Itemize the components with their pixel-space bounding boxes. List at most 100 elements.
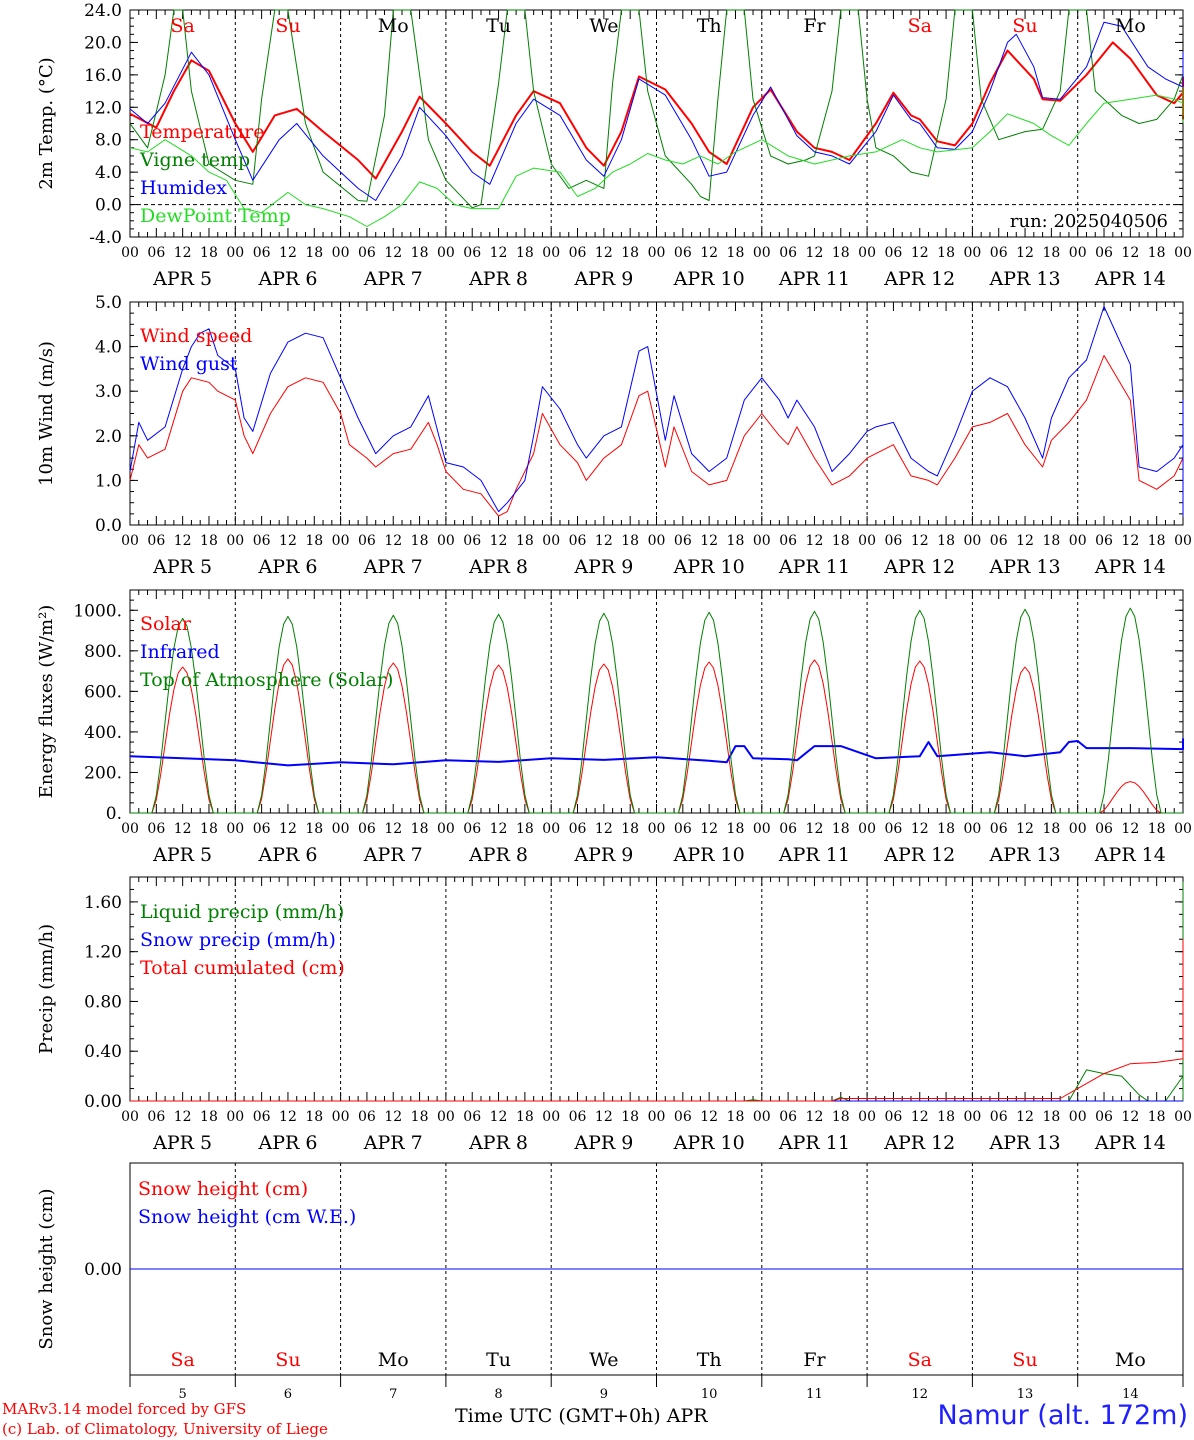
hour-label: 00 [437, 533, 455, 549]
hour-label: 00 [648, 821, 666, 837]
hour-label: 06 [358, 821, 376, 837]
hour-label: 12 [911, 245, 929, 261]
hour-label: 12 [384, 1109, 402, 1125]
hour-label: 00 [1069, 245, 1087, 261]
hour-label: 00 [648, 533, 666, 549]
day-name: Tu [486, 1349, 511, 1371]
day-name: We [589, 1349, 618, 1371]
hour-label: 18 [200, 533, 218, 549]
hour-label: 12 [174, 245, 192, 261]
hour-label: 12 [700, 533, 718, 549]
y-tick-label: 0.40 [84, 1042, 122, 1062]
date-label: APR 5 [152, 556, 212, 578]
hour-label: 12 [911, 533, 929, 549]
hour-label: 06 [463, 533, 481, 549]
hour-label: 06 [990, 245, 1008, 261]
date-number: 8 [494, 1387, 502, 1402]
date-number: 12 [911, 1387, 928, 1402]
y-axis-label: Snow height (cm) [36, 1188, 57, 1349]
hour-label: 18 [1042, 245, 1060, 261]
hour-label: 06 [1095, 821, 1113, 837]
hour-label: 12 [490, 245, 508, 261]
y-tick-label: 16.0 [84, 66, 122, 86]
hour-label: 12 [279, 533, 297, 549]
date-label: APR 10 [673, 844, 745, 866]
hour-label: 00 [332, 245, 350, 261]
hour-label: 18 [621, 1109, 639, 1125]
run-annotation: run: 2025040506 [1010, 211, 1168, 232]
y-tick-label: 4.0 [95, 163, 122, 183]
hour-label: 12 [384, 245, 402, 261]
date-label: APR 14 [1094, 1132, 1166, 1154]
legend-entry: Infrared [140, 641, 220, 663]
hour-label: 12 [806, 533, 824, 549]
y-tick-label: 2.0 [95, 427, 122, 447]
y-tick-label: 1.20 [84, 943, 122, 963]
day-name: Fr [803, 1349, 826, 1371]
date-number: 5 [179, 1387, 187, 1402]
date-label: APR 5 [152, 1132, 212, 1154]
day-name: We [589, 15, 618, 37]
day-name: Mo [1115, 15, 1146, 37]
hour-label: 06 [253, 821, 271, 837]
date-label: APR 13 [989, 268, 1061, 290]
hour-label: 06 [885, 245, 903, 261]
date-label: APR 9 [573, 1132, 633, 1154]
hour-label: 12 [1121, 1109, 1139, 1125]
y-tick-label: 12.0 [84, 98, 122, 118]
legend-entry: Vigne temp [139, 149, 250, 171]
hour-label: 12 [490, 821, 508, 837]
hour-label: 18 [1148, 821, 1166, 837]
hour-label: 18 [937, 245, 955, 261]
day-name: Th [697, 15, 722, 37]
date-label: APR 9 [573, 844, 633, 866]
hour-label: 06 [358, 1109, 376, 1125]
y-tick-label: 4.0 [95, 338, 122, 358]
hour-label: 00 [121, 245, 139, 261]
day-name: Sa [170, 15, 194, 37]
legend-entry: Top of Atmosphere (Solar) [140, 669, 393, 691]
hour-label: 00 [542, 245, 560, 261]
hour-label: 18 [516, 1109, 534, 1125]
series-line [129, 86, 1184, 227]
hour-label: 12 [1016, 1109, 1034, 1125]
date-label: APR 8 [468, 1132, 528, 1154]
hour-label: 00 [1069, 1109, 1087, 1125]
day-name: Su [1012, 15, 1037, 37]
hour-label: 00 [121, 1109, 139, 1125]
hour-label: 12 [595, 821, 613, 837]
chart-panel-4: 0.00 0.40 0.80 1.20 1.60 Precip (mm/h) 00 06 12 1… [36, 876, 1192, 1154]
panel-frame [129, 301, 1184, 526]
hour-label: 12 [1121, 245, 1139, 261]
hour-label: 12 [490, 1109, 508, 1125]
hour-label: 00 [332, 1109, 350, 1125]
day-name: Mo [378, 15, 409, 37]
legend-entry: Solar [140, 613, 192, 635]
date-label: APR 11 [778, 268, 850, 290]
hour-label: 18 [1042, 1109, 1060, 1125]
hour-label: 12 [384, 821, 402, 837]
hour-label: 06 [147, 821, 165, 837]
hour-label: 06 [463, 821, 481, 837]
hour-label: 06 [253, 245, 271, 261]
hour-label: 00 [753, 1109, 771, 1125]
hour-label: 12 [174, 821, 192, 837]
date-label: APR 8 [468, 268, 528, 290]
series-line [129, 306, 1184, 517]
hour-label: 18 [727, 1109, 745, 1125]
model-credit: MARv3.14 model forced by GFS [2, 1400, 247, 1418]
hour-label: 06 [358, 533, 376, 549]
hour-label: 12 [490, 533, 508, 549]
y-tick-label: 24.0 [84, 1, 122, 21]
hour-label: 12 [174, 1109, 192, 1125]
date-number: 10 [701, 1387, 718, 1402]
hour-label: 00 [753, 533, 771, 549]
hour-label: 18 [411, 245, 429, 261]
day-name: Mo [378, 1349, 409, 1371]
y-tick-label: 800. [84, 642, 122, 662]
y-tick-label: 0.0 [95, 196, 122, 216]
hour-label: 06 [674, 1109, 692, 1125]
hour-label: 06 [885, 533, 903, 549]
y-tick-label: -4.0 [89, 228, 122, 248]
legend-entry: Wind gust [140, 353, 238, 375]
